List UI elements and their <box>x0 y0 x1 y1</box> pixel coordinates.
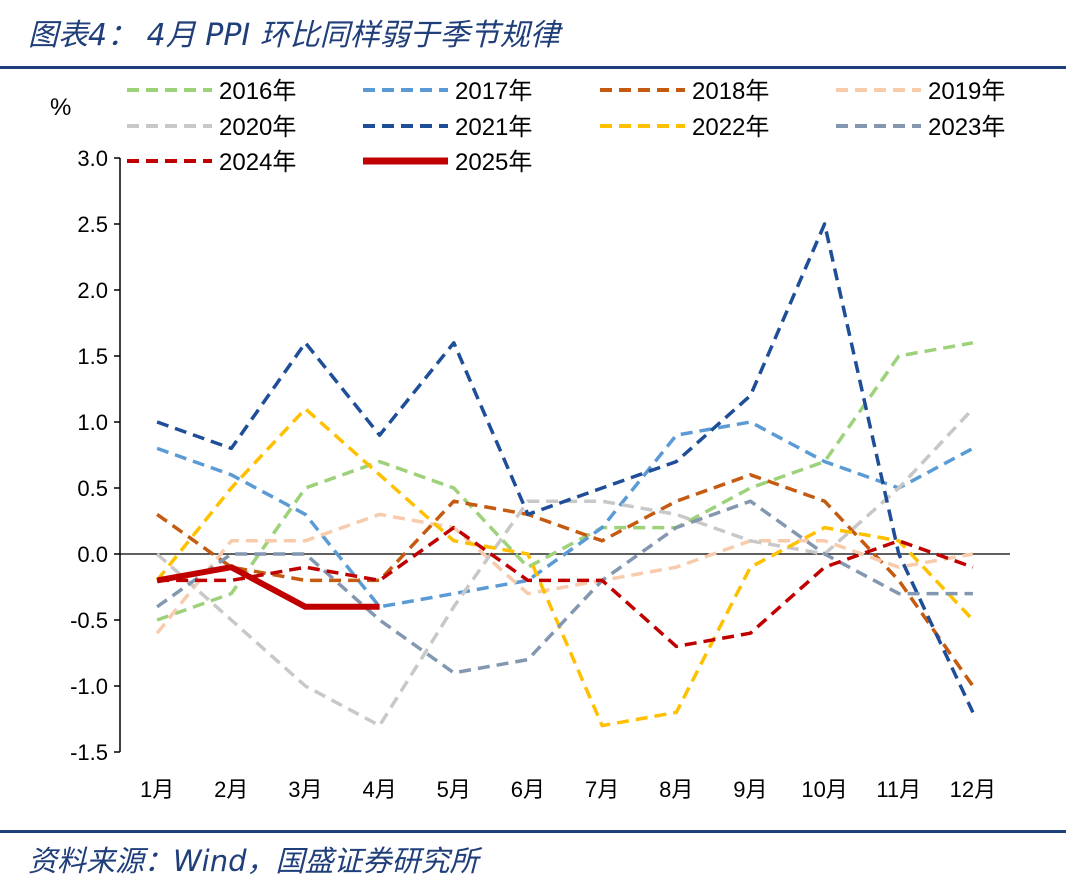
legend-label-9: 2025年 <box>455 149 532 176</box>
series-line-3 <box>155 512 974 635</box>
y-tick-label: 3.0 <box>77 146 108 171</box>
x-tick-label: 8月 <box>659 777 693 802</box>
x-tick-label: 5月 <box>437 777 471 802</box>
legend-label-5: 2021年 <box>455 114 532 141</box>
series-line-9 <box>156 564 380 610</box>
series-line-1 <box>156 420 974 609</box>
source-note: 资料来源：Wind，国盛证券研究所 <box>28 844 479 878</box>
y-tick-label: 0.5 <box>77 476 108 501</box>
y-tick-label: -0.5 <box>70 608 108 633</box>
y-tick-label: 2.5 <box>77 212 108 237</box>
series-line-8 <box>157 525 974 649</box>
series-line-6 <box>155 407 975 728</box>
series-layer <box>155 222 975 728</box>
legend-label-1: 2017年 <box>455 78 532 105</box>
legend-label-6: 2022年 <box>692 114 769 141</box>
legend-label-7: 2023年 <box>928 114 1005 141</box>
series-line-2 <box>156 473 975 688</box>
line-chart: 3.0 2.5 2.0 1.5 1.0 0.5 0.0 -0.5 -1.0 -1.5 1月 2月 3月 4… <box>50 78 1010 802</box>
y-tick-label: -1.0 <box>70 674 108 699</box>
top-rule <box>0 66 1066 69</box>
legend: 2016年 2017年 2018年 2019年 2020年 2021年 2022年 2023年… <box>127 78 1005 176</box>
series-line-7 <box>156 499 973 675</box>
y-unit-label: % <box>50 94 71 121</box>
x-tick-label: 12月 <box>950 777 996 802</box>
x-tick-label: 11月 <box>876 777 921 802</box>
x-tick-label: 2月 <box>214 777 248 802</box>
series-line-0 <box>156 341 974 622</box>
y-tick-label: 1.5 <box>77 344 108 369</box>
legend-label-4: 2020年 <box>219 114 296 141</box>
legend-label-3: 2019年 <box>928 78 1005 105</box>
x-tick-label: 10月 <box>801 777 847 802</box>
axes: 3.0 2.5 2.0 1.5 1.0 0.5 0.0 -0.5 -1.0 -1.5 1月 2月 3月 4… <box>70 146 1010 802</box>
series-line-4 <box>155 407 975 728</box>
y-tick-label: 0.0 <box>77 542 108 567</box>
x-tick-label: 9月 <box>733 777 767 802</box>
legend-label-8: 2024年 <box>219 149 296 176</box>
x-tick-label: 7月 <box>585 777 619 802</box>
y-tick-label: 1.0 <box>77 410 108 435</box>
x-tick-label: 1月 <box>140 777 174 802</box>
x-tick-label: 3月 <box>288 777 322 802</box>
x-tick-label: 6月 <box>511 777 545 802</box>
chart-title: 图表4： 4月 PPI 环比同样弱于季节规律 <box>28 18 560 53</box>
legend-label-0: 2016年 <box>219 78 296 105</box>
y-tick-label: 2.0 <box>77 278 108 303</box>
y-tick-label: -1.5 <box>70 740 108 765</box>
bottom-rule <box>0 830 1066 833</box>
series-line-5 <box>156 222 975 714</box>
x-tick-label: 4月 <box>362 777 396 802</box>
legend-label-2: 2018年 <box>692 78 769 105</box>
